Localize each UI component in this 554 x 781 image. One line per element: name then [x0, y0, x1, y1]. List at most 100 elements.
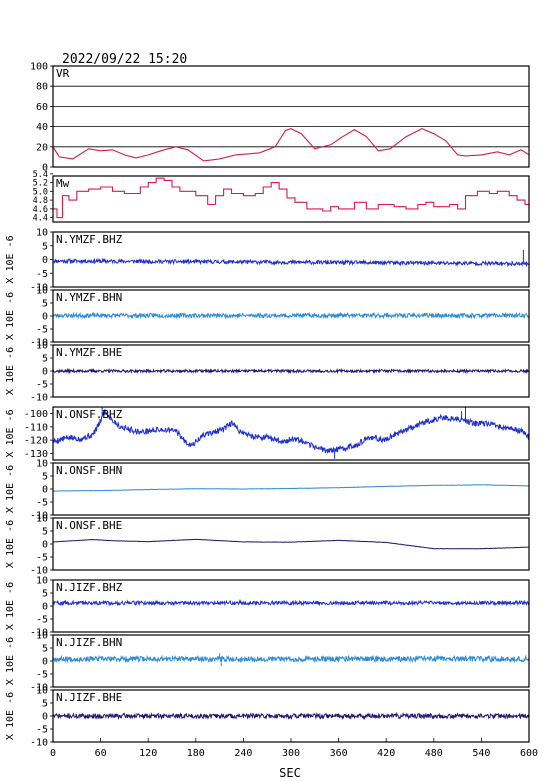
y-tick-label: -5 [36, 670, 48, 681]
y-tick-label: 0 [42, 602, 48, 613]
y-tick-label: 0 [42, 312, 48, 323]
y-axis-label: X 10E -6 [5, 582, 16, 630]
x-tick-label: 600 [520, 748, 538, 759]
y-tick-label: -5 [36, 553, 48, 564]
panel-title: Mw [56, 177, 70, 190]
series-vr [53, 127, 529, 162]
y-tick-label: 80 [36, 82, 48, 93]
y-tick-label: 5 [42, 527, 48, 538]
y-tick-label: -5 [36, 380, 48, 391]
y-axis-label: X 10E -6 [5, 409, 16, 457]
panel-vr: 0 20 40 60 80 100 VR [30, 62, 530, 174]
y-tick-label: 5 [42, 589, 48, 600]
y-tick-label: 10 [36, 286, 48, 297]
y-tick-label: 5 [42, 241, 48, 252]
y-tick-label: 10 [36, 228, 48, 239]
x-tick-label: 540 [472, 748, 490, 759]
y-tick-label: 0 [42, 255, 48, 266]
x-tick-label: 0 [50, 748, 56, 759]
y-tick-label: -5 [36, 725, 48, 736]
y-tick-label: -10 [30, 338, 48, 349]
y-tick-label: 0 [42, 163, 48, 174]
timestamp-label: 2022/09/22 15:20 [62, 52, 187, 67]
x-tick-label: 120 [139, 748, 157, 759]
y-tick-label: 0 [42, 540, 48, 551]
series-ymzf_bhz [53, 249, 529, 268]
x-axis-label: SEC [279, 766, 301, 780]
panel-ymzf_bhn: -10 -5 0 5 10 X 10E -6 N.YMZF.BHN [5, 286, 530, 349]
x-axis: 0 60 120 180 240 300 360 420 480 540 600 [50, 738, 538, 759]
series-jizf_bhe [53, 711, 529, 721]
y-tick-label: -10 [30, 683, 48, 694]
panel-frame [52, 175, 530, 223]
series-onsf_bhz [53, 407, 529, 459]
panel-title: N.YMZF.BHN [56, 291, 122, 304]
panel-title: N.ONSF.BHN [56, 464, 122, 477]
y-tick-label: -10 [30, 738, 48, 749]
panel-frame [52, 517, 530, 571]
y-tick-label: 20 [36, 142, 48, 153]
y-axis-label: X 10E -6 [5, 235, 16, 283]
x-tick-label: 300 [282, 748, 300, 759]
panel-title: N.ONSF.BHE [56, 519, 122, 532]
y-tick-label: 4.4 [33, 214, 48, 224]
y-tick-label: -5 [36, 498, 48, 509]
panel-title: N.ONSF.BHZ [56, 408, 123, 421]
y-tick-label: 40 [36, 122, 48, 133]
y-tick-label: 100 [30, 62, 48, 73]
y-tick-label: 10 [36, 459, 48, 470]
y-tick-label: -10 [30, 566, 48, 577]
series-jizf_bhn [53, 653, 529, 667]
panel-onsf_bhe: -10 -5 0 5 10 X 10E -6 N.ONSF.BHE [5, 514, 530, 577]
y-tick-label: 5 [42, 354, 48, 365]
panel-jizf_bhz: -10 -5 0 5 10 X 10E -6 N.JIZF.BHZ [5, 576, 530, 639]
y-axis-label: X 10E -6 [5, 520, 16, 568]
y-tick-label: 60 [36, 102, 48, 113]
y-tick-label: -10 [30, 628, 48, 639]
panel-frame [52, 289, 530, 343]
y-tick-label: -10 [30, 511, 48, 522]
panel-frame [52, 406, 530, 461]
y-tick-label: 5 [42, 472, 48, 483]
y-tick-label: 10 [36, 341, 48, 352]
y-tick-label: 5 [42, 699, 48, 710]
y-tick-label: 10 [36, 576, 48, 587]
y-tick-label: 5 [42, 299, 48, 310]
x-tick-label: 480 [425, 748, 443, 759]
y-tick-label: 4.6 [33, 205, 48, 215]
panel-frame [52, 579, 530, 633]
panel-onsf_bhn: -10 -5 0 5 10 X 10E -6 N.ONSF.BHN [5, 459, 530, 522]
y-tick-label: 0 [42, 485, 48, 496]
panel-mw: 4.44.64.85.05.25.4 Mw [33, 170, 530, 224]
panel-title: N.YMZF.BHE [56, 346, 122, 359]
x-tick-label: 60 [95, 748, 107, 759]
y-tick-label: -130 [24, 449, 48, 460]
y-tick-label: 5.0 [33, 187, 48, 197]
panel-frame [52, 231, 530, 288]
panel-frame [52, 462, 530, 516]
y-tick-label: -5 [36, 325, 48, 336]
y-axis-label: X 10E -6 [5, 347, 16, 395]
series-onsf_bhe [53, 538, 529, 550]
series-mw [53, 177, 529, 219]
panel-title: N.JIZF.BHZ [56, 581, 123, 594]
y-tick-label: 10 [36, 686, 48, 697]
y-tick-label: 10 [36, 514, 48, 525]
panel-title: N.YMZF.BHZ [56, 233, 123, 246]
y-tick-label: 4.8 [33, 196, 48, 206]
y-tick-label: 5.2 [33, 179, 48, 189]
panel-frame [52, 65, 530, 168]
series-ymzf_bhn [53, 311, 529, 320]
panel-jizf_bhe: -10 -5 0 5 10 X 10E -6 N.JIZF.BHE [5, 686, 530, 749]
panel-title: N.JIZF.BHN [56, 636, 122, 649]
panel-ymzf_bhe: -10 -5 0 5 10 X 10E -6 N.YMZF.BHE [5, 341, 530, 404]
panel-jizf_bhn: -10 -5 0 5 10 X 10E -6 N.JIZF.BHN [5, 631, 530, 694]
panel-title: N.JIZF.BHE [56, 691, 122, 704]
y-axis-label: X 10E -6 [5, 465, 16, 513]
x-tick-label: 360 [330, 748, 348, 759]
y-tick-label: 5 [42, 644, 48, 655]
y-tick-label: -5 [36, 269, 48, 280]
y-tick-label: -120 [24, 436, 48, 447]
